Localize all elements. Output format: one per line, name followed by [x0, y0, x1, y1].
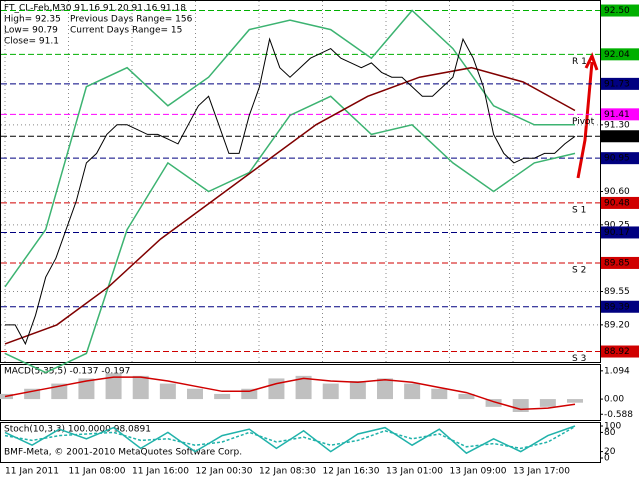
x-tick-label: 13 Jan 17:00 — [513, 467, 570, 477]
y-tick-label: -0.588 — [604, 410, 633, 420]
level-label: 89.39 — [604, 302, 630, 312]
histogram-bar — [78, 378, 95, 400]
histogram-bar — [295, 375, 312, 400]
histogram-bar — [159, 383, 176, 400]
x-tick-label: 13 Jan 09:00 — [450, 467, 507, 477]
histogram-bar — [268, 378, 285, 400]
x-tick-label: 11 Jan 16:00 — [132, 467, 189, 477]
y-tick-label: 90.25 — [604, 220, 630, 230]
level-label: 91.18 — [604, 132, 630, 142]
histogram-bar — [431, 388, 448, 400]
annotation: Low= 90.79 — [4, 26, 58, 36]
series-line — [4, 9, 575, 288]
annotation: Close= 91.1 — [4, 37, 59, 47]
level-label: 90.17 — [604, 228, 630, 238]
level-box — [601, 48, 639, 61]
x-tick-label: 13 Jan 01:00 — [386, 467, 443, 477]
annotation: Previous Days Range= 156 — [70, 15, 193, 25]
histogram-bar — [539, 399, 556, 407]
footer: BMF-Meta, © 2001-2010 MetaQuotes Softwar… — [4, 448, 242, 458]
annotation: Current Days Range= 15 — [70, 26, 182, 36]
level-box — [601, 196, 639, 209]
level-box — [601, 152, 639, 165]
level-name: S 3 — [572, 354, 586, 364]
main-panel — [0, 0, 601, 363]
level-box — [601, 226, 639, 239]
level-box — [601, 256, 639, 269]
histogram-bar — [187, 388, 203, 400]
level-box — [601, 108, 639, 121]
level-label: 90.48 — [604, 198, 630, 208]
level-box — [601, 130, 639, 143]
y-tick-label: 20 — [604, 447, 616, 457]
histogram-bar — [241, 388, 258, 400]
level-box — [601, 345, 639, 358]
histogram-bar — [349, 381, 366, 400]
histogram-bar — [485, 399, 502, 407]
level-label: 89.85 — [604, 258, 630, 268]
histogram-bar — [404, 383, 421, 400]
level-name: R 1 — [572, 57, 587, 67]
level-name: S 2 — [572, 265, 586, 275]
y-tick-label: 1.094 — [604, 366, 630, 376]
level-name: S 1 — [572, 205, 586, 215]
x-tick-label: 12 Jan 00:30 — [196, 467, 253, 477]
level-box — [601, 77, 639, 90]
level-label: 92.50 — [604, 6, 630, 16]
panel-title: Stoch(10,3,3) 100.0000 98.0891 — [4, 425, 151, 435]
level-label: 90.95 — [604, 154, 630, 164]
level-label: 92.04 — [604, 50, 630, 60]
histogram-bar — [105, 373, 122, 400]
series-line — [4, 95, 576, 374]
histogram-bar — [24, 388, 41, 400]
chart-title: FT_CL-Feb,M30 91.16 91.20 91.16 91.18 — [4, 4, 186, 14]
y-tick-label: 0.00 — [604, 395, 624, 405]
series-line — [4, 425, 576, 455]
level-name: Pivot — [572, 117, 595, 127]
x-tick-label: 12 Jan 08:30 — [259, 467, 316, 477]
x-tick-label: 12 Jan 16:30 — [323, 467, 380, 477]
macd-panel — [0, 364, 601, 421]
y-tick-label: 100 — [604, 422, 621, 432]
level-label: 91.41 — [604, 110, 630, 120]
level-box — [601, 4, 639, 17]
y-tick-label: 0 — [604, 454, 610, 464]
histogram-bar — [214, 393, 231, 400]
panel-title: MACD(5,35,5) -0.137 -0.197 — [4, 367, 130, 377]
annotation: High= 92.35 — [4, 15, 61, 25]
series-line — [5, 37, 576, 346]
level-label: 88.92 — [604, 347, 630, 357]
level-label: 91.73 — [604, 79, 630, 89]
x-tick-label: 11 Jan 2011 — [5, 467, 59, 477]
y-tick-label: 89.20 — [604, 320, 630, 330]
histogram-bar — [322, 383, 339, 400]
histogram-bar — [377, 378, 393, 400]
stoch-panel — [0, 422, 601, 463]
y-tick-label: 90.60 — [604, 187, 630, 197]
series-line — [4, 376, 576, 411]
x-tick-label: 11 Jan 08:00 — [69, 467, 126, 477]
y-tick-label: 89.55 — [604, 287, 630, 297]
y-tick-label: 91.30 — [604, 120, 630, 130]
arrow — [576, 52, 599, 179]
series-line — [4, 66, 576, 345]
histogram-bar — [458, 393, 475, 400]
histogram-bar — [132, 375, 149, 400]
y-tick-label: 80 — [604, 428, 616, 438]
histogram-bar — [567, 399, 583, 403]
level-box — [601, 300, 639, 313]
